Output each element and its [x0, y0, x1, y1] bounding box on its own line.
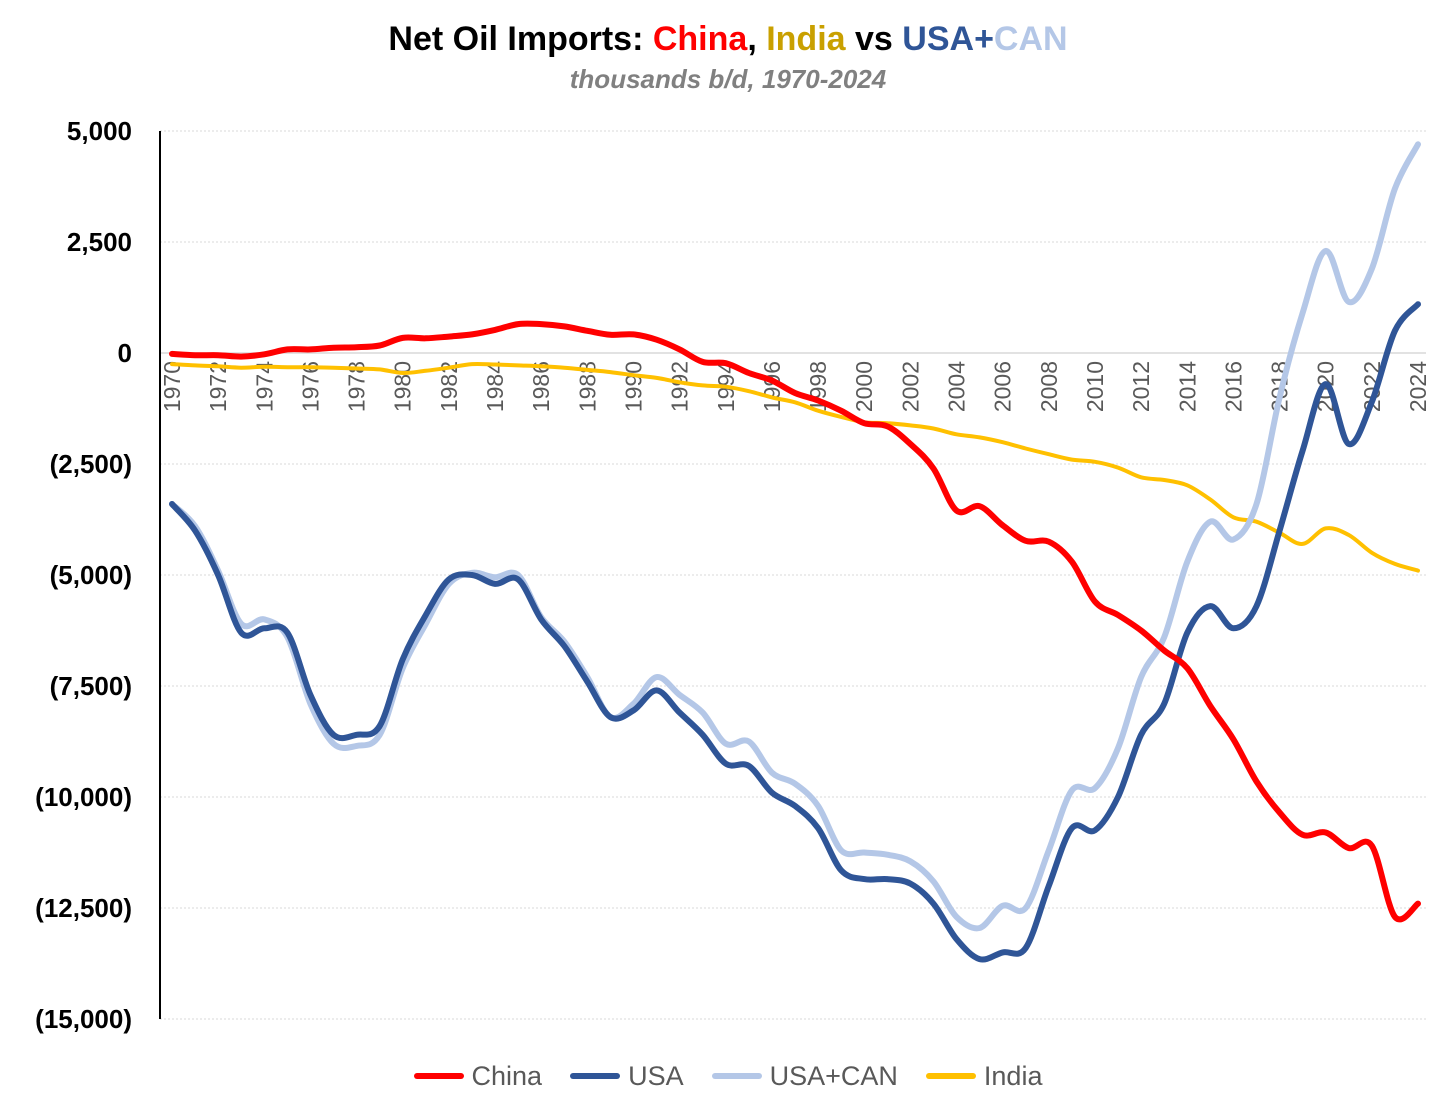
- x-tick-label: 1992: [667, 361, 693, 412]
- legend-swatch: [711, 1073, 762, 1079]
- title-comma: ,: [747, 20, 767, 58]
- title-vs: vs: [845, 20, 903, 58]
- series-line-usa-can: [169, 141, 1421, 932]
- x-tick-label: 2008: [1036, 361, 1062, 412]
- legend-item-usa: USA: [570, 1061, 684, 1092]
- y-tick-label: (15,000): [35, 1004, 132, 1034]
- x-tick-label: 2024: [1405, 361, 1431, 412]
- legend-label: USA+CAN: [769, 1060, 898, 1091]
- x-tick-label: 2010: [1082, 361, 1108, 412]
- series-line-china: [169, 320, 1421, 923]
- x-tick-label: 1990: [620, 361, 646, 412]
- y-tick-label: 5,000: [67, 116, 132, 146]
- x-axis-ticks: 1970 1972 1974 1976 1978 1980 1982 1984 1986 1988…: [159, 361, 1431, 412]
- y-tick-label: (2,500): [50, 449, 132, 479]
- legend-item-china: China: [413, 1060, 543, 1092]
- x-tick-label: 1986: [528, 361, 554, 412]
- legend-label: India: [983, 1060, 1043, 1091]
- legend-label: USA: [628, 1060, 684, 1091]
- x-tick-label: 1984: [482, 361, 508, 412]
- series-line-usa: [169, 301, 1421, 963]
- y-tick-label: (5,000): [50, 560, 132, 590]
- series-lines: [169, 141, 1421, 963]
- x-tick-label: 1970: [159, 361, 185, 412]
- x-tick-label: 2016: [1220, 361, 1246, 412]
- chart-title: Net Oil Imports: China, India vs USA+CAN: [0, 20, 1456, 59]
- legend: China USA USA+CAN India: [0, 1055, 1456, 1092]
- y-tick-label: 2,500: [67, 227, 132, 257]
- title-india: India: [766, 20, 846, 58]
- legend-item-india: India: [925, 1060, 1043, 1092]
- x-tick-label: 1974: [251, 361, 277, 412]
- y-tick-label: (7,500): [50, 671, 132, 701]
- line-chart: 5,000 2,500 0 (2,500) (5,000) (7,500) (10,000)…: [35, 116, 1431, 1034]
- x-tick-label: 2004: [944, 361, 970, 412]
- title-prefix: Net Oil Imports:: [388, 20, 653, 58]
- y-tick-label: (10,000): [35, 782, 132, 812]
- title-china: China: [652, 20, 748, 58]
- legend-label: China: [471, 1060, 543, 1091]
- legend-swatch: [413, 1073, 464, 1079]
- series-line-india: [170, 361, 1420, 573]
- y-tick-label: (12,500): [35, 893, 132, 923]
- x-tick-label: 2014: [1174, 361, 1200, 412]
- y-axis-ticks: 5,000 2,500 0 (2,500) (5,000) (7,500) (10,000)…: [35, 116, 132, 1034]
- legend-swatch: [570, 1073, 621, 1079]
- x-tick-label: 2000: [851, 361, 877, 412]
- x-tick-label: 2002: [897, 361, 923, 412]
- chart-subtitle: thousands b/d, 1970-2024: [569, 64, 887, 94]
- x-tick-label: 2006: [990, 361, 1016, 412]
- legend-item-usa-can: USA+CAN: [711, 1060, 898, 1092]
- legend-swatch: [925, 1073, 976, 1079]
- title-can: CAN: [993, 20, 1068, 58]
- x-tick-label: 1980: [390, 361, 416, 412]
- x-tick-label: 2012: [1128, 361, 1154, 412]
- y-tick-label: 0: [118, 338, 132, 368]
- x-tick-label: 1972: [205, 361, 231, 412]
- title-usa: USA+: [902, 20, 994, 58]
- x-tick-label: 1976: [297, 361, 323, 412]
- gridlines: [160, 130, 1426, 1020]
